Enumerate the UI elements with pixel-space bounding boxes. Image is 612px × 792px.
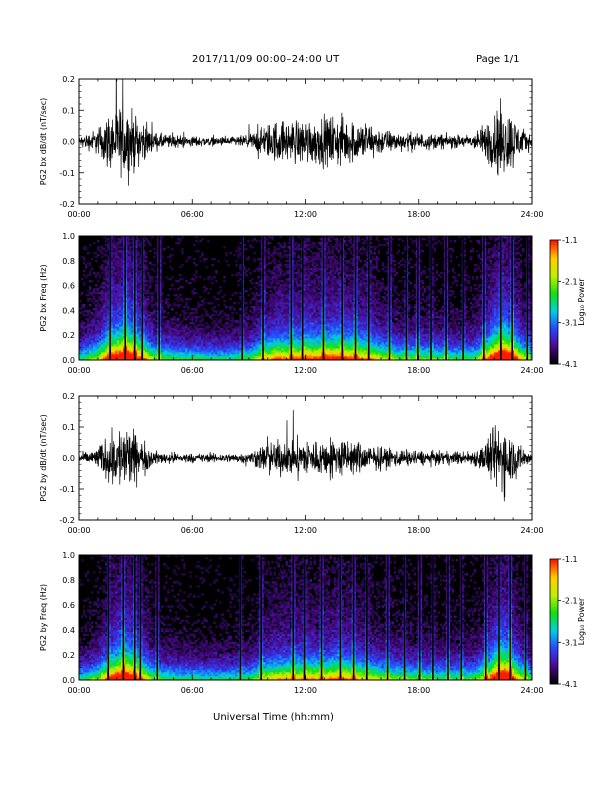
- y-axis-label: PG2 bx Freq (Hz): [39, 264, 48, 331]
- colorbar-tick-label: -2.1: [562, 597, 578, 606]
- y-tick-label: 0.6: [62, 282, 75, 291]
- y-tick-label: -0.1: [59, 169, 75, 178]
- x-tick-label: 24:00: [520, 210, 543, 219]
- y-tick-label: 0.2: [62, 75, 75, 84]
- y-tick-label: 1.0: [62, 232, 75, 241]
- y-tick-label: 0.4: [62, 626, 75, 635]
- timeseries-by: [79, 410, 532, 502]
- y-tick-label: -0.2: [59, 200, 75, 209]
- x-axis: 00:00 06:00 12:00 18:00 24:00: [67, 236, 544, 375]
- figure-title: 2017/11/09 00:00–24:00 UT: [192, 54, 340, 65]
- x-tick-label: 12:00: [294, 526, 317, 535]
- y-axis: -0.2 -0.1 0.0 0.1 0.2 PG2 by dB/dt (nT/sec): [39, 392, 532, 525]
- x-tick-label: 00:00: [67, 526, 90, 535]
- colorbar-frame: [549, 558, 559, 685]
- colorbar-tick-label: -2.1: [562, 277, 578, 286]
- y-axis-label: PG2 bx dB/dt (nT/sec): [39, 98, 48, 185]
- x-tick-label: 24:00: [520, 366, 543, 375]
- y-tick-label: -0.2: [59, 516, 75, 525]
- x-tick-label: 24:00: [520, 526, 543, 535]
- spectrogram-by: [79, 555, 533, 681]
- colorbar-tick-label: -4.1: [562, 360, 578, 369]
- y-tick-label: 0.2: [62, 392, 75, 401]
- colorbar-tick-label: -3.1: [562, 319, 578, 328]
- x-tick-label: 18:00: [407, 686, 430, 695]
- x-axis: 00:00 06:00 12:00 18:00 24:00: [67, 396, 544, 535]
- y-tick-label: 0.2: [62, 331, 75, 340]
- colorbar-label: Log₁₀ Power: [577, 278, 586, 326]
- x-tick-label: 18:00: [407, 210, 430, 219]
- panel-1: 00:00 06:00 12:00 18:00 24:00-0.2-0.10.00.10…: [39, 75, 544, 219]
- colorbar-label: Log₁₀ Power: [577, 597, 586, 645]
- colorbar-bx: -1.1 -2.1 -3.1 -4.1 Log₁₀ Power: [549, 236, 586, 369]
- panel-4: -1.1 -2.1 -3.1 -4.1 Log₁₀ Power 00:00 06:00 12:…: [39, 551, 586, 695]
- x-axis-label: Universal Time (hh:mm): [213, 712, 334, 723]
- y-tick-label: 0.1: [62, 423, 75, 432]
- colorbar-tick-label: -4.1: [562, 680, 578, 689]
- y-tick-label: 0.0: [62, 676, 75, 685]
- colorbar-tick-label: -1.1: [562, 236, 578, 245]
- timeseries-bx: [79, 79, 532, 186]
- y-tick-label: 0.0: [62, 454, 75, 463]
- y-axis: -0.2 -0.1 0.0 0.1 0.2 PG2 bx dB/dt (nT/sec): [39, 75, 532, 209]
- y-axis: 0.0 0.2 0.4 0.6 0.8 1.0 PG2 by Freq (Hz): [39, 551, 532, 685]
- colorbar-tick-label: -1.1: [562, 555, 578, 564]
- y-axis-label: PG2 by Freq (Hz): [39, 584, 48, 651]
- panel-3: 00:00 06:00 12:00 18:00 24:00-0.2-0.10.00.10…: [39, 392, 544, 535]
- x-tick-label: 12:00: [294, 686, 317, 695]
- colorbar-tick-label: -3.1: [562, 638, 578, 647]
- x-tick-label: 06:00: [181, 526, 204, 535]
- x-tick-label: 24:00: [520, 686, 543, 695]
- y-tick-label: 0.0: [62, 138, 75, 147]
- x-tick-label: 06:00: [181, 210, 204, 219]
- x-tick-label: 00:00: [67, 686, 90, 695]
- spectrogram-bx: [79, 236, 533, 361]
- page-indicator: Page 1/1: [476, 54, 519, 65]
- y-tick-label: 0.0: [62, 356, 75, 365]
- x-tick-label: 12:00: [294, 210, 317, 219]
- timeseries-trace: [79, 410, 532, 502]
- x-tick-label: 18:00: [407, 526, 430, 535]
- y-axis-label: PG2 by dB/dt (nT/sec): [39, 414, 48, 501]
- x-tick-label: 00:00: [67, 366, 90, 375]
- y-tick-label: -0.1: [59, 485, 75, 494]
- panel-2: -1.1 -2.1 -3.1 -4.1 Log₁₀ Power 00:00 06:00 12:…: [39, 232, 586, 375]
- timeseries-trace: [79, 79, 532, 186]
- x-tick-label: 12:00: [294, 366, 317, 375]
- x-tick-label: 00:00: [67, 210, 90, 219]
- y-tick-label: 0.6: [62, 601, 75, 610]
- y-tick-label: 0.4: [62, 306, 75, 315]
- x-axis: 00:00 06:00 12:00 18:00 24:00: [67, 555, 544, 695]
- colorbar-by: -1.1 -2.1 -3.1 -4.1 Log₁₀ Power: [549, 555, 586, 689]
- y-axis: 0.0 0.2 0.4 0.6 0.8 1.0 PG2 bx Freq (Hz): [39, 232, 532, 365]
- y-tick-label: 0.8: [62, 576, 75, 585]
- x-tick-label: 18:00: [407, 366, 430, 375]
- x-axis: 00:00 06:00 12:00 18:00 24:00: [67, 79, 544, 219]
- colorbar-frame: [549, 239, 559, 365]
- y-tick-label: 0.2: [62, 651, 75, 660]
- y-tick-label: 0.1: [62, 106, 75, 115]
- y-tick-label: 0.8: [62, 257, 75, 266]
- x-tick-label: 06:00: [181, 686, 204, 695]
- y-tick-label: 1.0: [62, 551, 75, 560]
- x-tick-label: 06:00: [181, 366, 204, 375]
